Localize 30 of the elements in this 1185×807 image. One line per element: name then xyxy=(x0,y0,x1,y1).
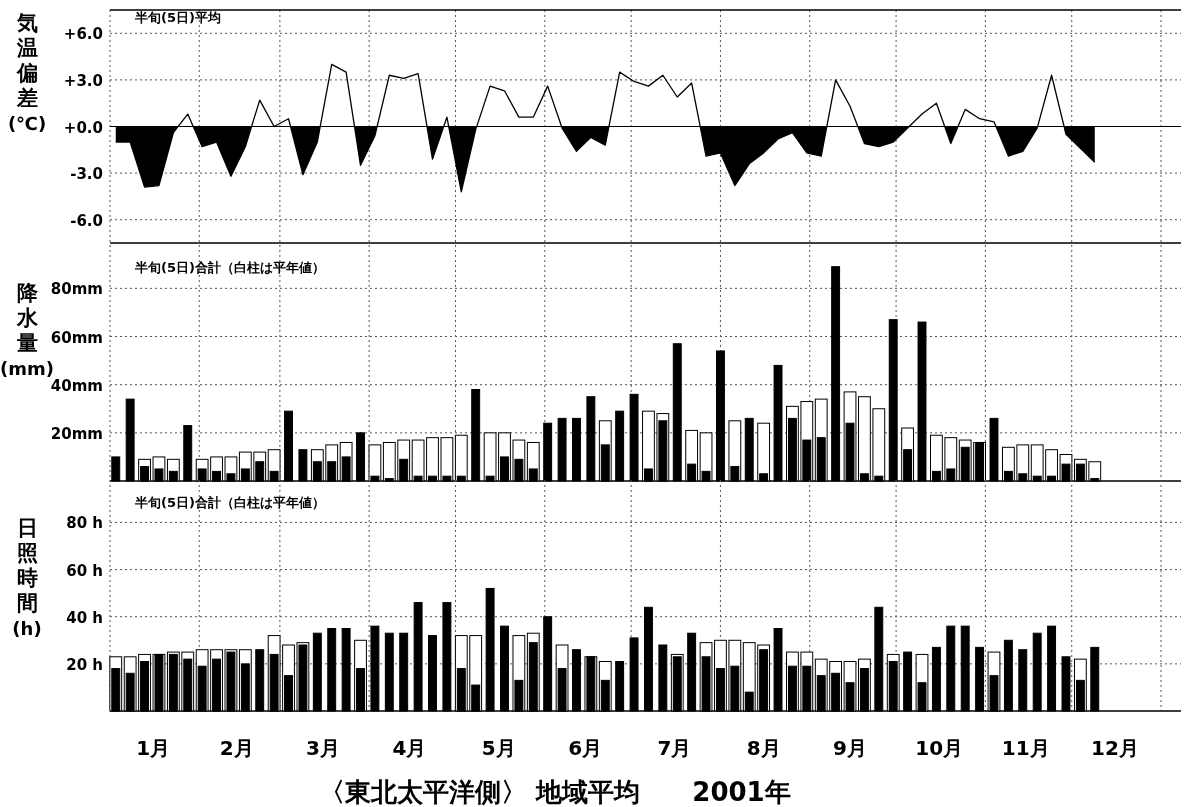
y-tick-label: 80 h xyxy=(66,514,103,533)
x-tick-label: 6月 xyxy=(568,736,603,760)
chart-subtitle: 半旬(5日)平均 xyxy=(134,10,221,25)
x-tick-label: 8月 xyxy=(746,736,781,760)
y-axis-title: 気温偏差(℃) xyxy=(7,11,47,134)
x-tick-label: 5月 xyxy=(481,736,516,760)
x-tick-label: 11月 xyxy=(1001,736,1050,760)
y-tick-label: +6.0 xyxy=(63,25,103,44)
text: 〈東北太平洋側〉 地域平均 2001年 xyxy=(319,777,791,807)
x-tick-label: 12月 xyxy=(1091,736,1139,760)
y-tick-label: 80mm xyxy=(50,280,103,299)
y-tick-label: 40 h xyxy=(66,608,103,627)
x-tick-label: 1月 xyxy=(136,736,171,760)
y-tick-label: 40mm xyxy=(50,376,103,395)
x-tick-label: 4月 xyxy=(392,736,427,760)
y-tick-label: +3.0 xyxy=(63,71,103,90)
y-tick-label: 60 h xyxy=(66,561,103,580)
text: 半旬(5日)合計（白柱は平年値） xyxy=(134,495,325,510)
y-tick-label: 20mm xyxy=(50,424,103,443)
y-tick-label: +0.0 xyxy=(63,118,103,137)
y-tick-label: 20 h xyxy=(66,655,103,674)
x-tick-label: 10月 xyxy=(915,736,964,760)
x-tick-label: 7月 xyxy=(657,736,692,760)
y-tick-label: -3.0 xyxy=(70,165,103,184)
x-tick-label: 3月 xyxy=(306,736,341,760)
y-tick-label: -6.0 xyxy=(70,211,103,230)
x-tick-label: 9月 xyxy=(833,736,867,760)
text: 半旬(5日)合計（白柱は平年値） xyxy=(134,260,325,275)
x-tick-label: 2月 xyxy=(219,736,254,760)
y-axis-title: 日照時間(h) xyxy=(12,516,42,639)
